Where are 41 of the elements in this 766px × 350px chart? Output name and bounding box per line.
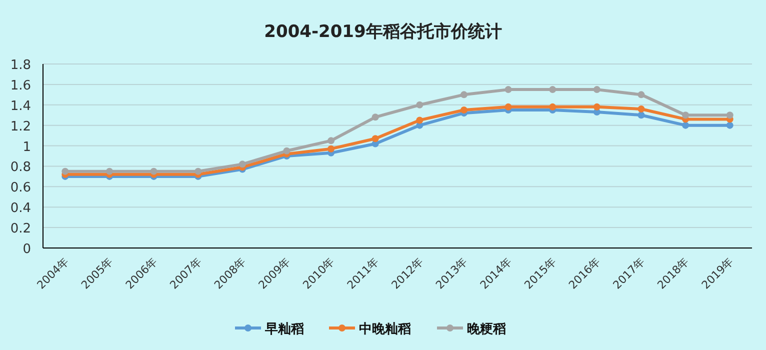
point bbox=[62, 168, 69, 175]
y-tick-label: 1.6 bbox=[10, 78, 31, 94]
y-tick-label: 0.2 bbox=[10, 222, 31, 237]
point bbox=[549, 103, 556, 110]
point bbox=[504, 86, 512, 94]
legend-label: 早籼稻 bbox=[264, 322, 304, 337]
point bbox=[460, 91, 468, 98]
point bbox=[682, 112, 690, 119]
point bbox=[194, 168, 202, 175]
point bbox=[328, 145, 335, 152]
point bbox=[726, 112, 734, 119]
point bbox=[416, 101, 424, 108]
point bbox=[150, 168, 158, 175]
point bbox=[238, 160, 246, 168]
y-tick-label: 0 bbox=[22, 242, 31, 257]
point bbox=[682, 122, 690, 129]
y-tick-label: 1.8 bbox=[10, 58, 31, 73]
point bbox=[638, 91, 645, 98]
point bbox=[726, 122, 734, 129]
point bbox=[328, 137, 335, 144]
legend-label: 晚粳稻 bbox=[467, 322, 506, 337]
legend-label: 中晚籼稻 bbox=[359, 322, 411, 337]
y-tick-label: 1.2 bbox=[10, 119, 31, 134]
y-tick-label: 1 bbox=[22, 140, 31, 155]
point bbox=[372, 135, 379, 142]
y-tick-label: 1.4 bbox=[10, 98, 31, 114]
point bbox=[593, 86, 600, 94]
point bbox=[593, 103, 600, 110]
y-tick-label: 0.4 bbox=[10, 201, 31, 216]
point bbox=[460, 106, 468, 114]
point bbox=[416, 116, 424, 124]
point bbox=[106, 168, 113, 175]
y-tick-label: 0.6 bbox=[10, 180, 31, 196]
y-tick-label: 0.8 bbox=[10, 160, 31, 176]
point bbox=[638, 112, 645, 119]
point bbox=[638, 105, 645, 112]
point bbox=[372, 114, 379, 121]
point bbox=[283, 147, 290, 154]
point bbox=[549, 86, 556, 94]
point bbox=[504, 103, 512, 110]
chart-title: 2004-2019年稻谷托市价统计 bbox=[264, 22, 502, 42]
